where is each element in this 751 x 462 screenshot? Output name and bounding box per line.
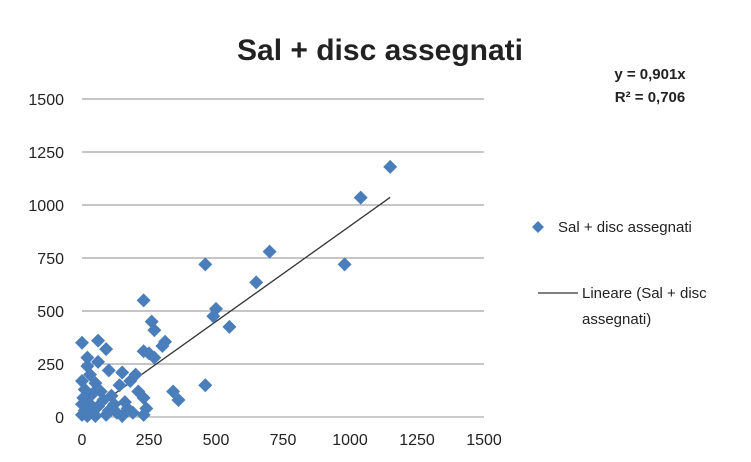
data-point <box>117 395 132 410</box>
y-tick-label: 250 <box>37 357 64 374</box>
data-point <box>80 359 95 374</box>
x-tick-label: 1250 <box>399 432 435 449</box>
data-point <box>80 350 95 365</box>
data-point <box>206 309 221 324</box>
data-point <box>383 159 398 174</box>
data-point <box>222 319 237 334</box>
data-point <box>337 257 352 272</box>
trend-equation: y = 0,901x <box>614 66 686 83</box>
data-point <box>123 373 138 388</box>
data-point <box>115 365 130 380</box>
data-point <box>99 407 114 422</box>
y-tick-label: 750 <box>37 251 64 268</box>
data-point <box>198 378 213 393</box>
y-tick-label: 1000 <box>28 198 64 215</box>
x-tick-label: 1000 <box>332 432 368 449</box>
data-point <box>112 378 127 393</box>
data-point <box>91 354 106 369</box>
data-point <box>101 363 116 378</box>
x-tick-label: 500 <box>203 432 230 449</box>
legend-label-scatter: Sal + disc assegnati <box>558 219 692 236</box>
legend-label-trend: Lineare (Sal + disc assegnati) <box>582 285 707 328</box>
data-point <box>99 342 114 357</box>
x-tick-label: 1500 <box>466 432 502 449</box>
data-point <box>136 407 151 422</box>
data-point <box>262 244 277 259</box>
data-point <box>353 190 368 205</box>
data-point <box>147 350 162 365</box>
y-tick-label: 1250 <box>28 145 64 162</box>
y-tick-label: 0 <box>55 410 64 427</box>
x-tick-label: 0 <box>78 432 87 449</box>
data-point <box>155 338 170 353</box>
legend-marker-scatter <box>532 221 544 233</box>
data-point <box>147 323 162 338</box>
data-point <box>249 275 264 290</box>
y-tick-label: 1500 <box>28 92 64 109</box>
data-point <box>104 388 119 403</box>
data-point <box>76 390 91 405</box>
data-point <box>88 408 103 423</box>
data-point <box>171 393 186 408</box>
data-point <box>136 293 151 308</box>
data-point <box>93 384 108 399</box>
x-tick-label: 750 <box>270 432 297 449</box>
data-point <box>91 333 106 348</box>
y-tick-label: 500 <box>37 304 64 321</box>
trend-r-squared: R² = 0,706 <box>615 89 685 106</box>
data-point <box>136 390 151 405</box>
data-point <box>75 407 89 422</box>
data-point <box>136 344 151 359</box>
data-point <box>75 335 89 350</box>
data-point <box>115 408 130 423</box>
x-tick-label: 250 <box>136 432 163 449</box>
chart-title: Sal + disc assegnati <box>237 34 523 67</box>
data-point <box>198 257 213 272</box>
